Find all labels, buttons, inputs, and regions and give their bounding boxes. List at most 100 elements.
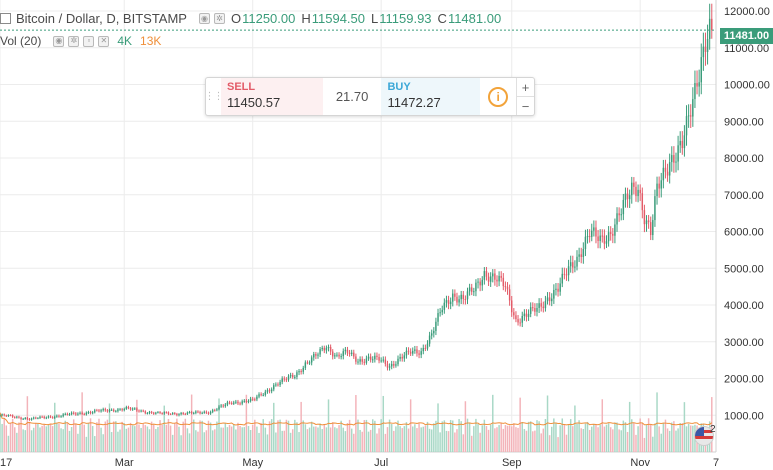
volume-bar <box>365 419 368 452</box>
candle-body <box>599 235 601 241</box>
volume-bar <box>536 420 538 452</box>
candle-body <box>603 235 606 244</box>
candle-body <box>525 313 528 317</box>
candle-body <box>117 409 119 412</box>
volume-bar <box>449 419 452 452</box>
low-value: 11159.93 <box>379 11 432 26</box>
source-icon[interactable]: ▫ <box>83 35 95 47</box>
candle-body <box>439 312 441 314</box>
candle-body <box>658 183 660 189</box>
volume-bar <box>447 431 450 452</box>
collapse-legend-box[interactable] <box>0 13 11 24</box>
candle-body <box>498 275 500 282</box>
candle-body <box>681 140 684 149</box>
candle-body <box>300 371 302 373</box>
flag-count: 2 <box>710 424 716 435</box>
volume-bar <box>342 427 344 452</box>
candle-body <box>102 409 104 411</box>
volume-bar <box>5 425 8 452</box>
volume-bar <box>258 432 260 452</box>
volume-bar <box>616 422 618 452</box>
candle-body <box>152 412 155 414</box>
volume-bar <box>60 428 62 452</box>
y-tick-label: 5000.00 <box>724 263 764 275</box>
volume-bar <box>125 428 128 452</box>
volume-bar <box>479 432 481 452</box>
eye-icon[interactable]: ◉ <box>53 35 65 47</box>
volume-bar <box>496 427 498 452</box>
volume-bar <box>350 428 353 452</box>
candle-body <box>161 413 163 415</box>
decrease-button[interactable]: − <box>517 96 534 115</box>
candle-body <box>9 415 12 417</box>
candle-body <box>679 140 681 146</box>
candle-body <box>569 262 572 267</box>
candle-body <box>304 362 307 368</box>
y-tick-label: 12000.00 <box>724 6 770 18</box>
candle-body <box>677 145 679 162</box>
volume-bar <box>209 422 212 452</box>
candle-body <box>344 349 347 352</box>
volume-bar <box>224 422 227 452</box>
volume-bar <box>439 432 441 452</box>
volume-bar <box>553 418 555 452</box>
volume-bar <box>424 425 427 452</box>
volume-bar <box>106 419 109 452</box>
candle-body <box>245 400 248 403</box>
volume-bar <box>692 425 694 452</box>
candle-body <box>7 415 10 417</box>
candle-body <box>138 410 140 412</box>
volume-bar <box>464 401 467 452</box>
volume-bar <box>205 430 208 452</box>
volume-bar <box>3 418 5 452</box>
volume-bar <box>131 425 134 452</box>
sell-button[interactable]: SELL 11450.57 <box>221 78 323 115</box>
volume-bar <box>548 435 551 452</box>
volume-bar <box>39 427 41 452</box>
candle-body <box>355 356 357 362</box>
candle-body <box>515 315 517 320</box>
buy-button[interactable]: BUY 11472.27 <box>381 78 481 115</box>
candle-body <box>591 230 593 237</box>
candle-body <box>372 359 374 361</box>
candle-body <box>456 296 458 303</box>
volume-bar <box>66 423 69 452</box>
candle-body <box>5 415 8 417</box>
flag-icon[interactable] <box>694 426 714 446</box>
volume-bar <box>262 419 264 452</box>
increase-button[interactable]: + <box>521 79 530 95</box>
volume-bar <box>319 423 321 452</box>
eye-icon[interactable]: ◉ <box>198 13 210 24</box>
volume-bar <box>81 392 83 452</box>
volume-bar <box>110 432 113 452</box>
candle-body <box>559 283 561 292</box>
volume-bar <box>538 421 540 452</box>
candle-body <box>222 405 224 407</box>
candle-body <box>433 330 435 334</box>
info-button[interactable]: i <box>480 78 516 115</box>
volume-bar <box>407 428 410 452</box>
candle-body <box>247 401 250 403</box>
candle-body <box>401 356 403 359</box>
candle-body <box>159 411 161 414</box>
candle-body <box>186 412 189 415</box>
volume-bar <box>275 432 277 452</box>
symbol-title: Bitcoin / Dollar, D, BITSTAMP <box>16 11 187 26</box>
candle-body <box>260 394 262 396</box>
drag-handle-icon[interactable]: ⋮⋮ <box>204 91 224 102</box>
settings-icon[interactable]: ✲ <box>68 35 80 47</box>
close-icon[interactable]: ✕ <box>98 35 110 47</box>
quantity-stepper[interactable]: + − <box>516 78 534 115</box>
candle-body <box>414 349 416 351</box>
candle-body <box>454 293 456 297</box>
candle-body <box>466 291 469 300</box>
volume-bar <box>584 423 587 452</box>
volume-bar <box>395 426 397 452</box>
volume-bar <box>140 427 142 452</box>
volume-bar <box>612 429 614 452</box>
candle-body <box>689 115 692 117</box>
settings-icon[interactable]: ✲ <box>213 13 225 24</box>
volume-bar <box>283 430 286 452</box>
